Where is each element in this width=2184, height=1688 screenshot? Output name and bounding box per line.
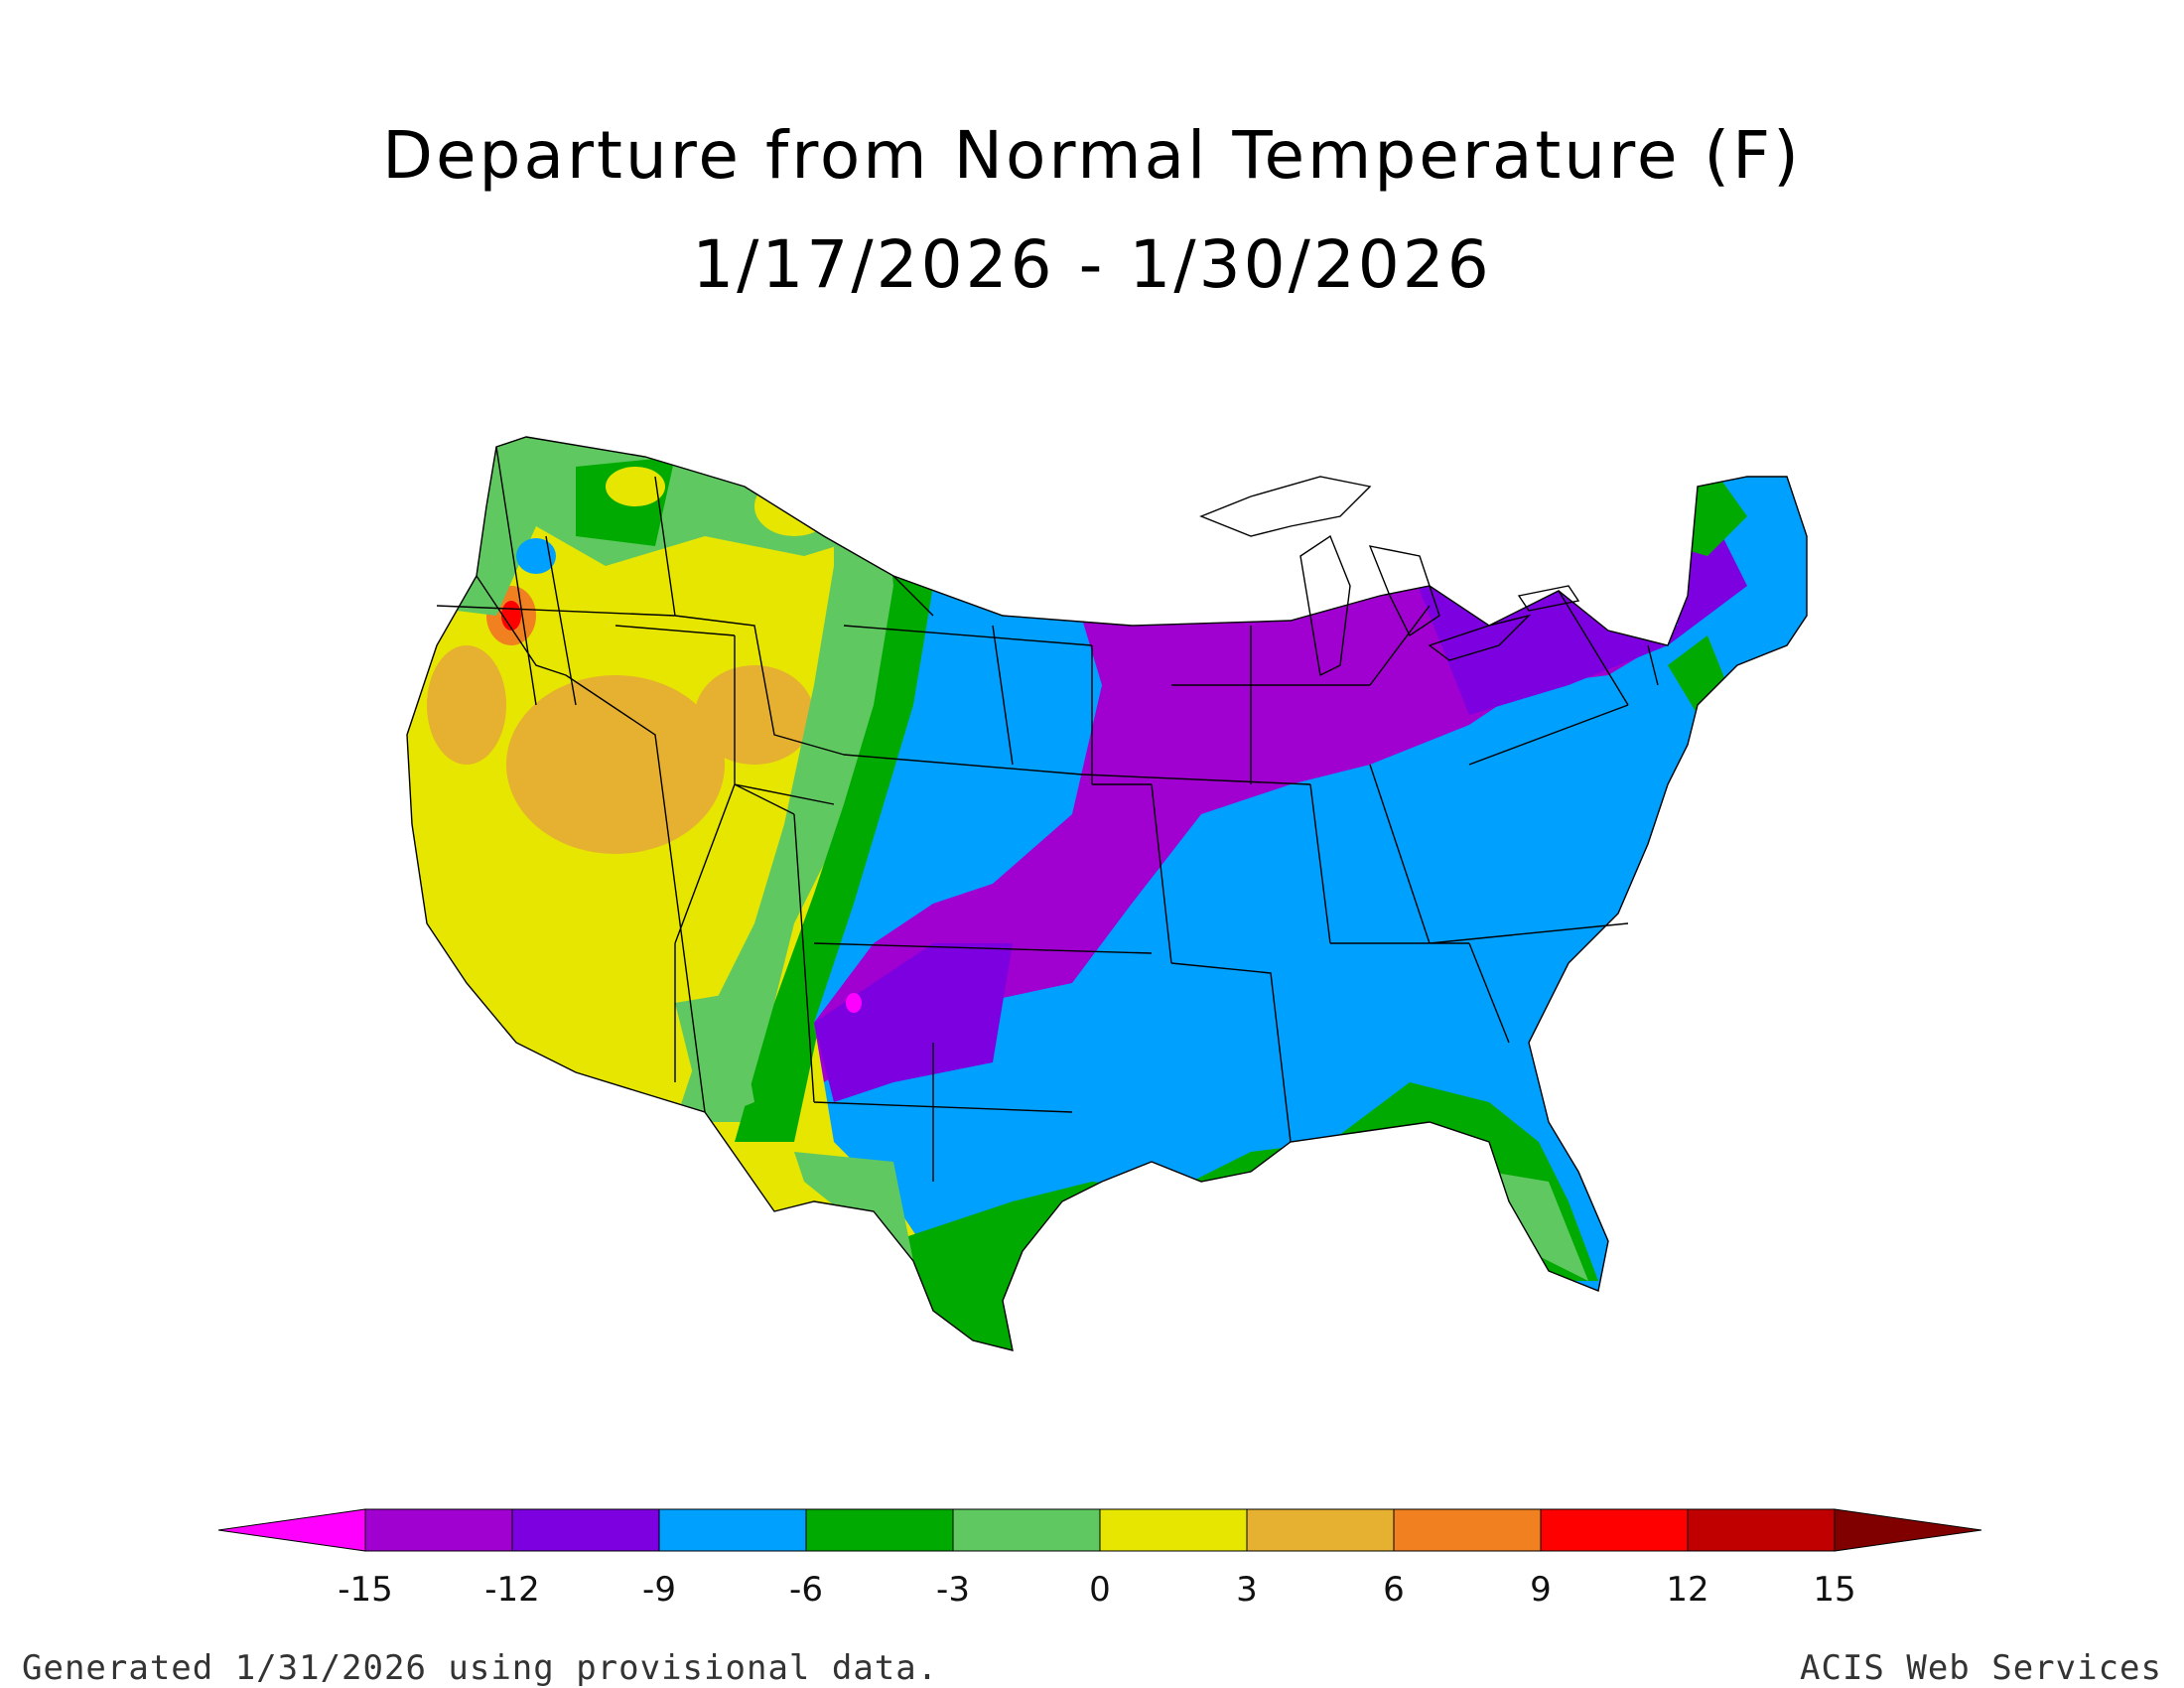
legend-tick-label: -12	[484, 1570, 540, 1610]
map-borders	[406, 436, 1808, 1351]
legend-swatch	[1393, 1508, 1542, 1552]
legend-swatch	[952, 1508, 1101, 1552]
legend-swatch	[1540, 1508, 1689, 1552]
generated-note: Generated 1/31/2026 using provisional da…	[22, 1648, 939, 1688]
legend-tick-label: -15	[338, 1570, 393, 1610]
legend-tick-label: -6	[789, 1570, 823, 1610]
legend-swatch	[805, 1508, 954, 1552]
temperature-departure-map	[406, 436, 1808, 1351]
lake-ontario	[1517, 585, 1580, 612]
temperature-field	[407, 437, 1807, 1350]
legend-tick-label: 15	[1813, 1570, 1855, 1610]
legend-swatch	[511, 1508, 660, 1552]
legend-arrow-high	[1834, 1508, 1982, 1552]
legend-swatch	[658, 1508, 807, 1552]
legend-tick-label: -3	[936, 1570, 970, 1610]
color-legend: -15 -12 -9 -6 -3 0 3 6 9 12 15	[217, 1508, 1982, 1610]
date-range: 1/17/2026 - 1/30/2026	[692, 226, 1492, 303]
legend-tick-label: 6	[1383, 1570, 1405, 1610]
legend-tick-label: -9	[642, 1570, 676, 1610]
legend-swatch	[1099, 1508, 1248, 1552]
legend-arrow-low	[217, 1508, 366, 1552]
us-outline	[406, 436, 1808, 1351]
legend-tick-label: 9	[1530, 1570, 1552, 1610]
map-title: Departure from Normal Temperature (F)	[382, 117, 1802, 194]
lake-erie	[1428, 614, 1532, 661]
credit-label: ACIS Web Services	[1800, 1648, 2162, 1688]
state-lines	[436, 446, 1659, 1182]
legend-tick-label: 12	[1666, 1570, 1708, 1610]
lake-superior	[1199, 476, 1372, 537]
lake-michigan	[1299, 534, 1351, 677]
legend-swatch	[1687, 1508, 1836, 1552]
legend-tick-label: 0	[1089, 1570, 1111, 1610]
legend-tick-label: 3	[1236, 1570, 1258, 1610]
legend-swatch	[1246, 1508, 1395, 1552]
legend-swatch	[364, 1508, 513, 1552]
lake-huron	[1368, 545, 1440, 637]
